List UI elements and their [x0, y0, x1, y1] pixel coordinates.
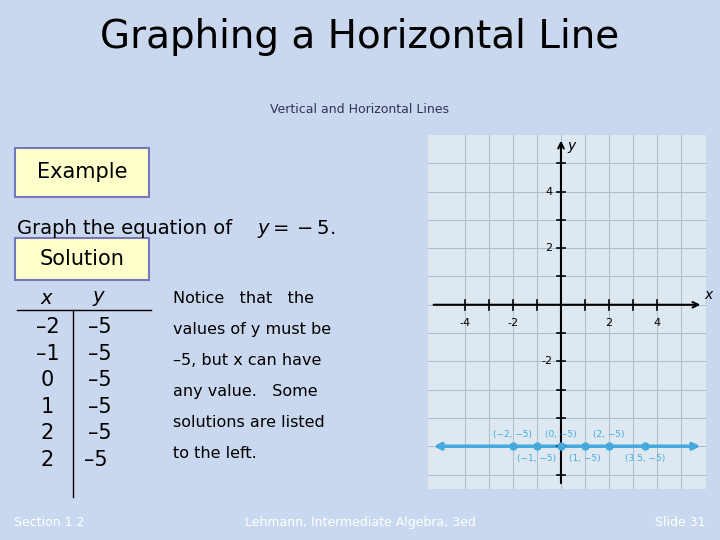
Text: –5, but x can have: –5, but x can have: [173, 353, 321, 368]
Text: –5: –5: [84, 449, 108, 470]
Text: –2: –2: [36, 317, 59, 338]
Text: –5: –5: [88, 370, 111, 390]
Text: 4: 4: [654, 318, 661, 327]
Text: 0: 0: [41, 370, 54, 390]
Text: 2: 2: [41, 423, 54, 443]
Text: Slide 31: Slide 31: [655, 516, 706, 529]
Text: 2: 2: [546, 243, 552, 253]
Text: $y = -5.$: $y = -5.$: [257, 218, 336, 240]
Text: Lehmann, Intermediate Algebra, 3ed: Lehmann, Intermediate Algebra, 3ed: [245, 516, 475, 529]
Text: values of y must be: values of y must be: [173, 322, 331, 338]
Text: y: y: [567, 139, 575, 153]
Text: 4: 4: [546, 187, 552, 197]
Text: (3.5, −5): (3.5, −5): [625, 455, 665, 463]
Text: –5: –5: [88, 396, 111, 417]
Text: Vertical and Horizontal Lines: Vertical and Horizontal Lines: [271, 103, 449, 116]
Text: solutions are listed: solutions are listed: [173, 415, 325, 430]
Text: Graphing a Horizontal Line: Graphing a Horizontal Line: [100, 18, 620, 56]
Text: –5: –5: [88, 317, 111, 338]
Text: 2: 2: [606, 318, 613, 327]
Text: (−1, −5): (−1, −5): [517, 455, 557, 463]
Text: 1: 1: [41, 396, 54, 417]
Text: (−2, −5): (−2, −5): [493, 430, 532, 440]
Text: -4: -4: [459, 318, 470, 327]
Text: Example: Example: [37, 162, 127, 183]
Text: Graph the equation of: Graph the equation of: [17, 219, 233, 239]
Text: –1: –1: [36, 343, 59, 364]
FancyBboxPatch shape: [15, 239, 149, 280]
Text: (2, −5): (2, −5): [593, 430, 625, 440]
Text: -2: -2: [507, 318, 518, 327]
Text: x: x: [704, 288, 713, 302]
Text: -2: -2: [541, 356, 552, 366]
Text: Section 1.2: Section 1.2: [14, 516, 85, 529]
Text: 2: 2: [41, 449, 54, 470]
Text: –5: –5: [88, 423, 111, 443]
FancyBboxPatch shape: [15, 148, 149, 197]
Text: Notice   that   the: Notice that the: [173, 292, 314, 306]
Text: –5: –5: [88, 343, 111, 364]
Text: $y$: $y$: [92, 289, 107, 308]
Text: (1, −5): (1, −5): [570, 455, 601, 463]
Text: (0, −5): (0, −5): [545, 430, 577, 440]
Text: Solution: Solution: [40, 249, 125, 269]
Text: to the left.: to the left.: [173, 447, 256, 461]
Text: $x$: $x$: [40, 289, 55, 308]
Text: any value.   Some: any value. Some: [173, 384, 318, 400]
